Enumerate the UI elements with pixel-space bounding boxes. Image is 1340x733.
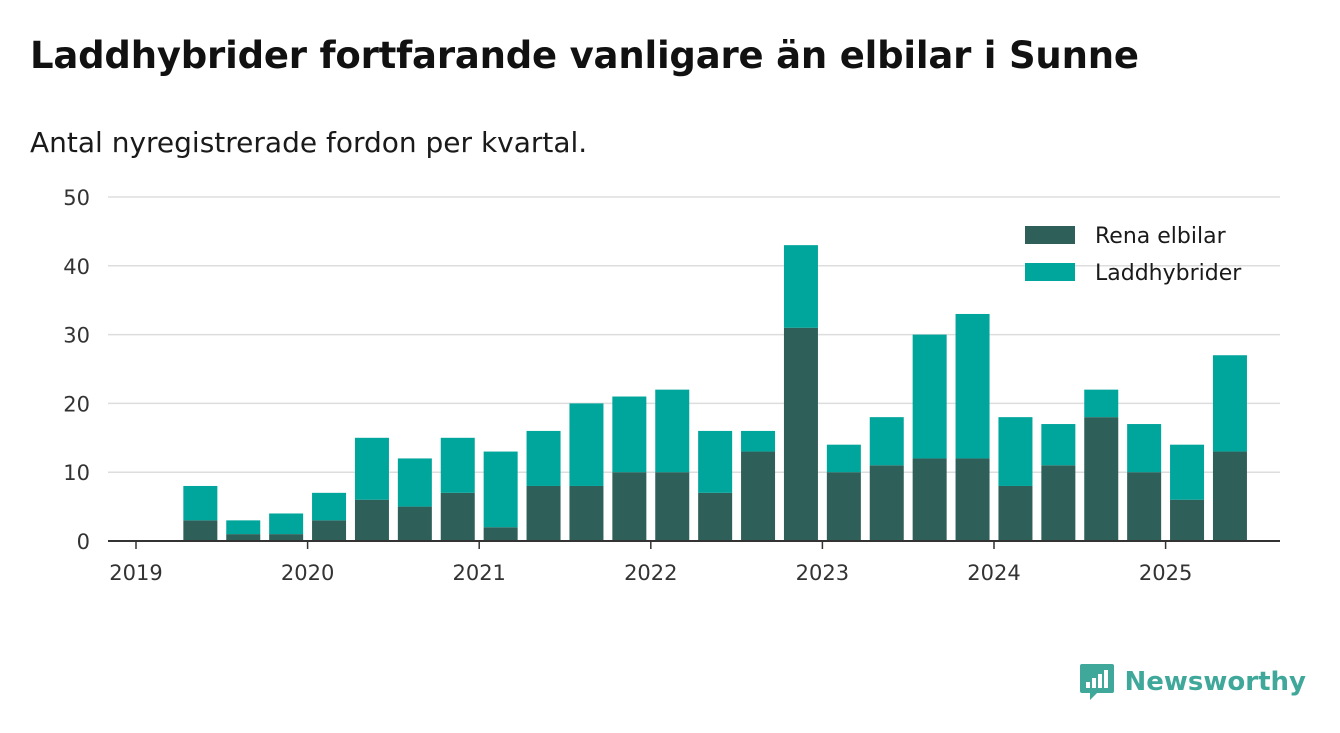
bar-laddhybrider [1041, 424, 1076, 466]
bar-rena-elbilar [183, 520, 218, 541]
bar-rena-elbilar [226, 534, 261, 541]
bar-laddhybrider [312, 492, 347, 521]
brand: Newsworthy [1079, 662, 1306, 702]
bar-laddhybrider [998, 417, 1033, 486]
bar-laddhybrider [741, 430, 776, 452]
bar-rena-elbilar [655, 472, 690, 541]
legend-swatch [1025, 226, 1075, 244]
x-tick-label: 2021 [452, 561, 505, 585]
bar-rena-elbilar [912, 458, 947, 541]
bar-laddhybrider [826, 444, 861, 473]
bar-laddhybrider [183, 485, 218, 521]
bar-rena-elbilar [826, 472, 861, 541]
x-tick-label: 2020 [281, 561, 334, 585]
bar-laddhybrider [955, 313, 990, 459]
bar-rena-elbilar [1170, 499, 1205, 541]
bar-rena-elbilar [998, 485, 1033, 541]
bars [183, 245, 1247, 541]
bar-laddhybrider [569, 403, 604, 486]
bar-rena-elbilar [312, 520, 347, 541]
bar-laddhybrider [698, 430, 733, 493]
bar-rena-elbilar [955, 458, 990, 541]
y-tick-label: 40 [63, 255, 90, 279]
legend-label: Rena elbilar [1095, 224, 1227, 249]
bar-laddhybrider [526, 430, 561, 486]
bar-rena-elbilar [269, 534, 304, 541]
y-tick-label: 30 [63, 324, 90, 348]
bar-rena-elbilar [569, 485, 604, 541]
bar-rena-elbilar [612, 472, 647, 541]
bar-laddhybrider [912, 334, 947, 459]
bar-rena-elbilar [698, 492, 733, 541]
x-tick-label: 2019 [109, 561, 162, 585]
bar-laddhybrider [226, 520, 261, 535]
bar-rena-elbilar [1041, 465, 1076, 541]
bar-laddhybrider [655, 389, 690, 473]
bar-rena-elbilar [869, 465, 904, 541]
bar-rena-elbilar [397, 506, 432, 541]
bar-laddhybrider [869, 417, 904, 466]
bar-rena-elbilar [741, 451, 776, 541]
bar-rena-elbilar [1127, 472, 1162, 541]
bar-laddhybrider [269, 513, 304, 535]
bar-rena-elbilar [483, 527, 518, 541]
bar-rena-elbilar [1212, 451, 1247, 541]
bar-laddhybrider [1170, 444, 1205, 500]
x-tick-label: 2023 [796, 561, 849, 585]
y-tick-label: 20 [63, 392, 90, 416]
bar-laddhybrider [440, 437, 475, 493]
bar-laddhybrider [1084, 389, 1119, 418]
axes: 0 10 20 30 40 50 2019 2020 2021 2022 2023 2024 2025 [63, 186, 1280, 585]
bar-laddhybrider [483, 451, 518, 528]
bar-laddhybrider [783, 245, 818, 328]
bar-rena-elbilar [526, 485, 561, 541]
chart-subtitle: Antal nyregistrerade fordon per kvartal. [30, 126, 588, 159]
x-tick-label: 2025 [1139, 561, 1192, 585]
x-tick-label: 2022 [624, 561, 677, 585]
y-tick-label: 50 [63, 186, 90, 210]
bar-rena-elbilar [354, 499, 389, 541]
y-tick-label: 0 [77, 530, 90, 554]
newsworthy-logo-icon [1079, 664, 1114, 700]
bar-laddhybrider [354, 437, 389, 500]
bar-rena-elbilar [1084, 417, 1119, 541]
bar-laddhybrider [612, 396, 647, 473]
bar-rena-elbilar [783, 327, 818, 541]
x-tick-label: 2024 [967, 561, 1020, 585]
bar-laddhybrider [397, 458, 432, 507]
y-tick-label: 10 [63, 461, 90, 485]
legend-swatch [1025, 263, 1075, 281]
bar-laddhybrider [1212, 355, 1247, 452]
bar-laddhybrider [1127, 424, 1162, 473]
brand-name: Newsworthy [1124, 667, 1306, 697]
chart-title: Laddhybrider fortfarande vanligare än el… [30, 34, 1139, 77]
bar-rena-elbilar [440, 492, 475, 541]
legend: Rena elbilar Laddhybrider [1025, 224, 1242, 286]
legend-label: Laddhybrider [1095, 261, 1242, 286]
